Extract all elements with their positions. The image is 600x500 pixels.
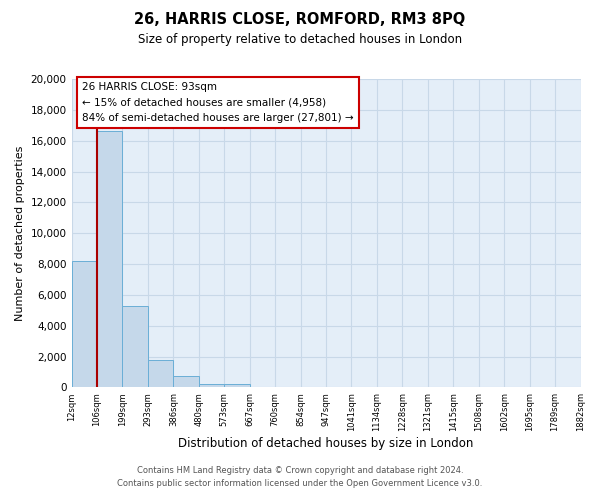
Bar xyxy=(97,132,122,388)
Text: 26 HARRIS CLOSE: 93sqm
← 15% of detached houses are smaller (4,958)
84% of semi-: 26 HARRIS CLOSE: 93sqm ← 15% of detached… xyxy=(82,82,353,124)
Bar xyxy=(199,384,224,388)
Bar xyxy=(71,261,97,388)
Bar xyxy=(224,384,250,388)
Bar xyxy=(122,306,148,388)
Text: 26, HARRIS CLOSE, ROMFORD, RM3 8PQ: 26, HARRIS CLOSE, ROMFORD, RM3 8PQ xyxy=(134,12,466,28)
Bar xyxy=(148,360,173,388)
X-axis label: Distribution of detached houses by size in London: Distribution of detached houses by size … xyxy=(178,437,474,450)
Text: Contains HM Land Registry data © Crown copyright and database right 2024.
Contai: Contains HM Land Registry data © Crown c… xyxy=(118,466,482,487)
Y-axis label: Number of detached properties: Number of detached properties xyxy=(15,146,25,321)
Bar xyxy=(173,376,199,388)
Text: Size of property relative to detached houses in London: Size of property relative to detached ho… xyxy=(138,32,462,46)
